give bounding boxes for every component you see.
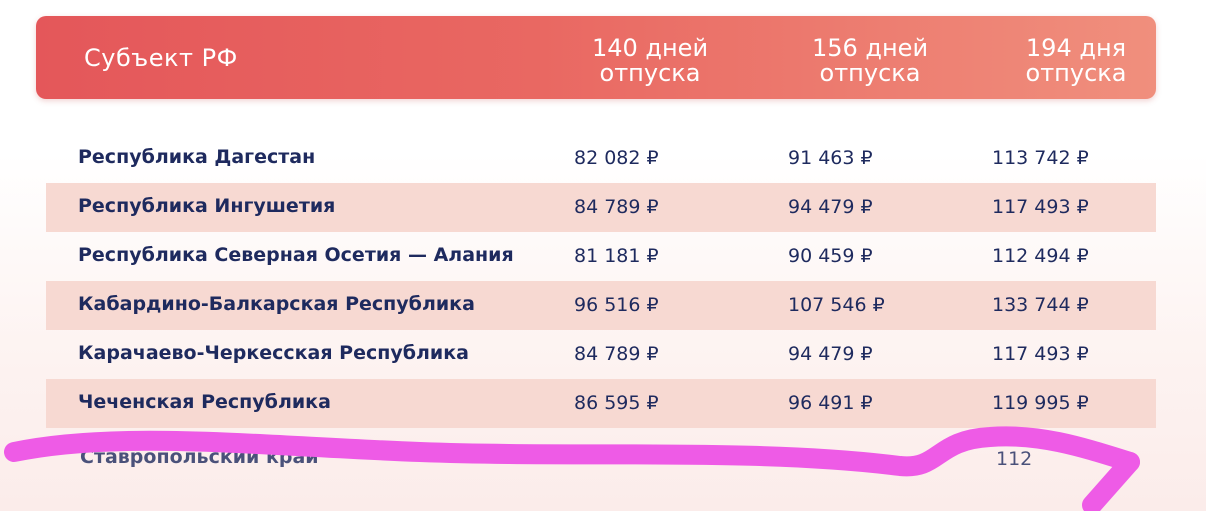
header-156-line1: 156 дней	[811, 34, 929, 62]
region-name: Кабардино-Балкарская Республика	[78, 293, 475, 315]
table-row: Чеченская Республика 86 595 ₽ 96 491 ₽ 1…	[46, 379, 1156, 428]
table-row: Республика Ингушетия 84 789 ₽ 94 479 ₽ 1…	[46, 183, 1156, 232]
value-156: 107 546 ₽	[788, 294, 885, 316]
table-row: Республика Северная Осетия — Алания 81 1…	[46, 232, 1156, 281]
value-156: 90 459 ₽	[788, 245, 873, 267]
value-140: 84 789 ₽	[574, 343, 659, 365]
header-194-days: 194 дня отпуска	[986, 36, 1166, 86]
region-name: Чеченская Республика	[78, 391, 331, 413]
value-156: 91 463 ₽	[788, 147, 873, 169]
value-156: 94 479 ₽	[788, 196, 873, 218]
region-name: Карачаево-Черкесская Республика	[78, 342, 469, 364]
header-subject: Субъект РФ	[84, 44, 238, 72]
header-194-line2: отпуска	[1025, 59, 1127, 87]
partial-region-name: Ставропольский край	[80, 446, 319, 468]
region-name: Республика Северная Осетия — Алания	[78, 244, 514, 266]
value-194: 117 493 ₽	[992, 343, 1089, 365]
region-name: Республика Дагестан	[78, 146, 316, 168]
partial-value-194: 112	[996, 448, 1033, 470]
header-156-days: 156 дней отпуска	[780, 36, 960, 86]
value-156: 94 479 ₽	[788, 343, 873, 365]
region-name: Республика Ингушетия	[78, 195, 336, 217]
value-140: 86 595 ₽	[574, 392, 659, 414]
value-140: 81 181 ₽	[574, 245, 659, 267]
value-194: 112 494 ₽	[992, 245, 1089, 267]
header-140-line1: 140 дней	[591, 34, 709, 62]
header-140-days: 140 дней отпуска	[560, 36, 740, 86]
table-row: Карачаево-Черкесская Республика 84 789 ₽…	[46, 330, 1156, 379]
header-140-line2: отпуска	[599, 59, 701, 87]
value-140: 96 516 ₽	[574, 294, 659, 316]
value-140: 84 789 ₽	[574, 196, 659, 218]
table-header: Субъект РФ 140 дней отпуска 156 дней отп…	[36, 16, 1156, 99]
table-row: Кабардино-Балкарская Республика 96 516 ₽…	[46, 281, 1156, 330]
value-194: 117 493 ₽	[992, 196, 1089, 218]
value-140: 82 082 ₽	[574, 147, 659, 169]
scribble-arrowhead	[1082, 452, 1140, 511]
table-body: Республика Дагестан 82 082 ₽ 91 463 ₽ 11…	[46, 134, 1156, 428]
value-194: 119 995 ₽	[992, 392, 1089, 414]
value-156: 96 491 ₽	[788, 392, 873, 414]
value-194: 113 742 ₽	[992, 147, 1089, 169]
table-row: Республика Дагестан 82 082 ₽ 91 463 ₽ 11…	[46, 134, 1156, 183]
header-194-line1: 194 дня	[1025, 34, 1127, 62]
value-194: 133 744 ₽	[992, 294, 1089, 316]
header-156-line2: отпуска	[819, 59, 921, 87]
